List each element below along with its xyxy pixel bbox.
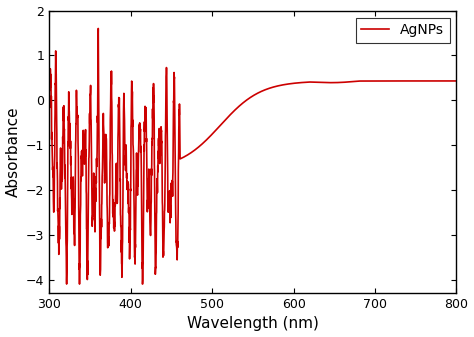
AgNPs bbox=[248, 95, 254, 99]
Line: AgNPs: AgNPs bbox=[49, 29, 456, 284]
AgNPs bbox=[95, 27, 101, 31]
Legend: AgNPs: AgNPs bbox=[356, 18, 449, 42]
AgNPs bbox=[398, 79, 403, 83]
AgNPs bbox=[57, 207, 63, 211]
AgNPs bbox=[64, 282, 70, 286]
Y-axis label: Absorbance: Absorbance bbox=[6, 106, 20, 197]
AgNPs bbox=[302, 80, 308, 84]
AgNPs bbox=[454, 79, 459, 83]
X-axis label: Wavelength (nm): Wavelength (nm) bbox=[187, 316, 319, 332]
AgNPs bbox=[130, 143, 136, 147]
AgNPs bbox=[46, 76, 52, 80]
AgNPs bbox=[109, 69, 114, 73]
